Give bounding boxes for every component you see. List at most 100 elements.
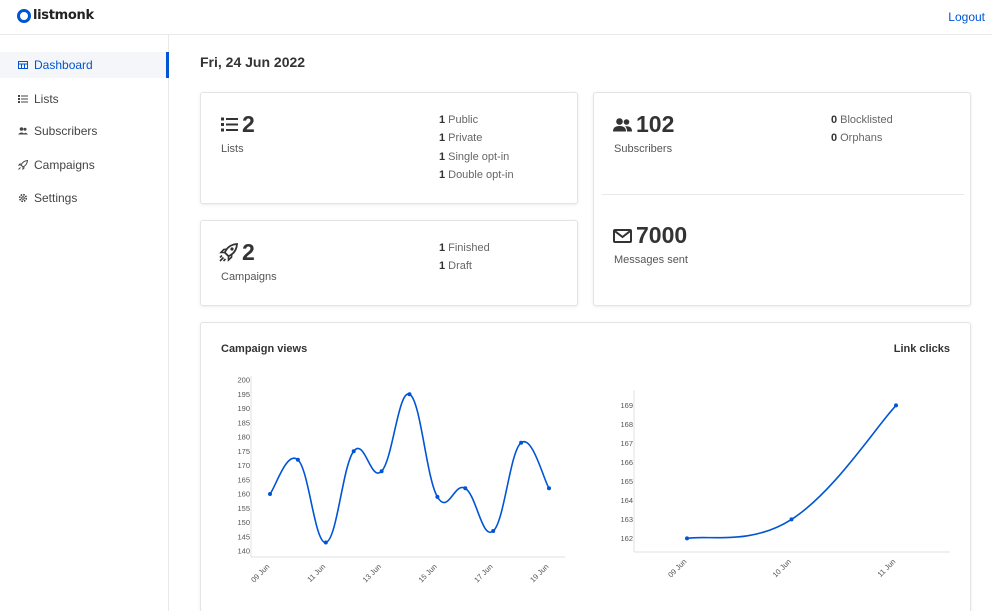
link-clicks-title: Link clicks [893, 343, 950, 355]
y-tick-label: 150 [237, 518, 250, 527]
y-tick-label: 167 [620, 439, 633, 448]
sidebar-item-label: Lists [34, 92, 59, 106]
brand-logo[interactable]: listmonk [17, 8, 94, 23]
sidebar-item-dashboard[interactable]: Dashboard [0, 52, 169, 78]
sidebar-item-label: Dashboard [34, 58, 93, 72]
y-tick-label: 164 [620, 496, 633, 505]
campaigns-stats: 1 Finished 1 Draft [439, 239, 490, 276]
y-tick-label: 145 [237, 532, 250, 541]
sidebar-item-label: Subscribers [34, 124, 98, 138]
data-point[interactable] [323, 540, 328, 545]
data-point[interactable] [547, 486, 551, 491]
series-line [269, 393, 550, 544]
list-icon [221, 117, 238, 132]
sidebar: Dashboard Lists Subscribers Campaigns Se… [0, 35, 169, 611]
lists-stats: 1 Public 1 Private 1 Single opt-in 1 Double … [439, 111, 514, 184]
x-tick-label: 15 Jun [417, 562, 439, 584]
data-point[interactable] [268, 492, 272, 496]
data-point[interactable] [295, 457, 300, 462]
y-tick-label: 166 [620, 458, 633, 467]
sidebar-item-label: Settings [34, 191, 78, 205]
y-tick-label: 175 [237, 447, 250, 456]
logout-link[interactable]: Logout [948, 10, 985, 24]
data-point[interactable] [435, 494, 440, 499]
y-tick-label: 140 [237, 547, 250, 556]
stat-blocklisted: 0 Blocklisted [831, 114, 893, 126]
rocket-icon [219, 243, 238, 262]
gear-icon [18, 193, 28, 203]
y-tick-label: 163 [620, 515, 633, 524]
data-point[interactable] [379, 469, 384, 474]
data-point[interactable] [463, 486, 468, 491]
x-tick-label: 11 Jun [876, 557, 898, 579]
x-tick-label: 10 Jun [771, 557, 793, 579]
subscribers-stats: 0 Blocklisted 0 Orphans [831, 111, 893, 148]
stat-finished: 1 Finished [439, 242, 490, 254]
data-point[interactable] [491, 529, 496, 534]
data-point[interactable] [407, 392, 412, 397]
y-tick-label: 169 [620, 401, 633, 410]
campaigns-card: 2 Campaigns 1 Finished 1 Draft [200, 220, 578, 306]
stat-double-optin: 1 Double opt-in [439, 168, 514, 181]
subscribers-count: 102 [613, 111, 674, 138]
subscribers-label: Subscribers [614, 143, 673, 155]
subscribers-count-value: 102 [636, 111, 675, 137]
y-tick-label: 165 [237, 475, 250, 484]
data-point[interactable] [351, 449, 356, 454]
lists-count: 2 [221, 111, 255, 138]
messages-count: 7000 [613, 222, 687, 249]
sidebar-item-campaigns[interactable]: Campaigns [0, 152, 169, 178]
charts-card: Campaign views Link clicks [200, 322, 971, 611]
stat-draft: 1 Draft [439, 260, 472, 273]
data-point[interactable] [685, 536, 689, 541]
y-tick-label: 195 [237, 390, 250, 399]
lists-card: 2 Lists 1 Public 1 Private 1 Single opt-in … [200, 92, 578, 204]
users-icon [18, 126, 28, 136]
link-clicks-chart: 162 163 164 165 166 167 168 169 09 Jun 10 Jun 11 J… [620, 390, 950, 579]
stat-public: 1 Public [439, 114, 479, 126]
data-point[interactable] [789, 517, 794, 522]
top-bar: listmonk Logout [0, 0, 992, 35]
y-tick-label: 180 [237, 433, 250, 442]
messages-label: Messages sent [614, 254, 688, 266]
y-tick-label: 155 [237, 504, 250, 513]
mail-icon [613, 228, 632, 243]
sidebar-item-label: Campaigns [34, 158, 95, 172]
stat-single-optin: 1 Single opt-in [439, 150, 510, 163]
list-icon [18, 94, 28, 104]
lists-count-value: 2 [242, 111, 255, 137]
dashboard-icon [18, 60, 28, 70]
page-title: Fri, 24 Jun 2022 [200, 54, 306, 70]
campaigns-label: Campaigns [221, 271, 277, 283]
sidebar-item-lists[interactable]: Lists [0, 86, 169, 112]
logo-icon [17, 8, 31, 23]
stat-private: 1 Private [439, 132, 483, 145]
data-point[interactable] [894, 403, 898, 408]
divider [602, 194, 964, 195]
y-tick-label: 168 [620, 420, 633, 429]
sidebar-item-subscribers[interactable]: Subscribers [0, 118, 169, 144]
y-tick-label: 200 [237, 376, 250, 385]
stat-orphans: 0 Orphans [831, 132, 883, 145]
y-tick-label: 165 [620, 477, 633, 486]
users-icon [613, 117, 632, 131]
subscribers-card: 102 Subscribers 0 Blocklisted 0 Orphans 70… [593, 92, 971, 306]
x-tick-label: 17 Jun [472, 562, 494, 584]
campaigns-count-value: 2 [242, 239, 255, 265]
messages-count-value: 7000 [636, 222, 688, 248]
x-tick-label: 13 Jun [361, 562, 383, 584]
x-tick-label: 19 Jun [528, 562, 550, 584]
lists-label: Lists [221, 143, 244, 155]
data-point[interactable] [519, 440, 524, 445]
campaign-views-chart: 140 145 150 155 160 165 170 175 180 185 190 195 200 0… [237, 376, 565, 584]
x-tick-label: 09 Jun [249, 562, 271, 584]
brand-name: listmonk [33, 8, 94, 23]
campaigns-count: 2 [219, 239, 255, 266]
campaign-views-title: Campaign views [221, 343, 308, 355]
sidebar-item-settings[interactable]: Settings [0, 185, 169, 211]
y-tick-label: 185 [237, 418, 250, 427]
y-tick-label: 190 [237, 404, 250, 413]
y-tick-label: 170 [237, 461, 250, 470]
y-tick-label: 160 [237, 490, 250, 499]
x-tick-label: 09 Jun [666, 557, 688, 579]
